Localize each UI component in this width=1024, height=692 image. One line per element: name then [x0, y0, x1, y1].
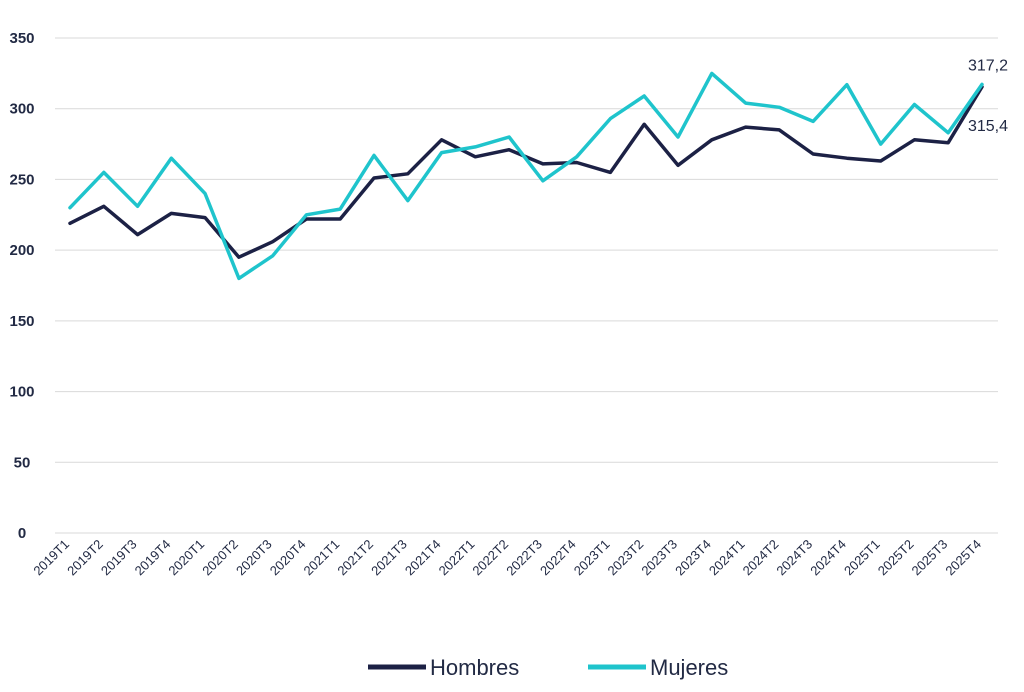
y-tick-label: 300: [9, 101, 34, 118]
x-tick-label: 2021T4: [402, 537, 444, 579]
x-tick-label: 2024T2: [740, 537, 782, 579]
x-tick-label: 2020T1: [165, 537, 207, 579]
x-tick-label: 2019T2: [64, 537, 106, 579]
data-labels: 317,2 315,4: [968, 57, 1008, 135]
x-tick-label: 2021T1: [301, 537, 343, 579]
x-tick-label: 2024T1: [706, 537, 748, 579]
x-tick-label: 2019T1: [30, 537, 72, 579]
x-tick-label: 2024T3: [773, 537, 815, 579]
y-tick-label: 350: [9, 30, 34, 47]
data-label-mujeres: 317,2: [968, 57, 1008, 74]
x-tick-label: 2023T4: [672, 537, 714, 579]
y-tick-label: 0: [18, 525, 26, 542]
series-lines: [68, 71, 984, 281]
x-tick-label: 2020T3: [233, 537, 275, 579]
y-tick-label: 200: [9, 242, 34, 259]
x-tick-label: 2022T4: [537, 537, 579, 579]
x-tick-label: 2025T3: [909, 537, 951, 579]
legend-label-mujeres: Mujeres: [650, 655, 728, 680]
x-tick-label: 2020T4: [267, 537, 309, 579]
data-label-hombres: 315,4: [968, 118, 1008, 135]
y-tick-label: 250: [9, 171, 34, 188]
x-tick-label: 2021T3: [368, 537, 410, 579]
series-line-hombres: [68, 85, 984, 259]
grid-lines: [55, 37, 998, 534]
y-tick-label: 50: [14, 454, 31, 471]
x-tick-label: 2025T1: [841, 537, 883, 579]
y-tick-label: 150: [9, 313, 34, 330]
y-axis-ticks: 0 50 100 150 200 250 300 350: [9, 30, 34, 542]
x-tick-label: 2020T2: [199, 537, 241, 579]
x-tick-label: 2022T1: [436, 537, 478, 579]
x-tick-label: 2021T2: [334, 537, 376, 579]
x-tick-label: 2022T3: [503, 537, 545, 579]
x-tick-label: 2019T3: [98, 537, 140, 579]
x-tick-label: 2024T4: [807, 537, 849, 579]
legend: Hombres Mujeres: [368, 655, 728, 680]
x-axis-ticks: 2019T12019T22019T32019T42020T12020T22020…: [30, 537, 984, 579]
series-line-mujeres: [68, 71, 984, 281]
x-tick-label: 2025T4: [942, 537, 984, 579]
x-tick-label: 2023T3: [638, 537, 680, 579]
y-tick-label: 100: [9, 384, 34, 401]
x-tick-label: 2023T1: [571, 537, 613, 579]
x-tick-label: 2022T2: [469, 537, 511, 579]
legend-label-hombres: Hombres: [430, 655, 519, 680]
x-tick-label: 2019T4: [132, 537, 174, 579]
x-tick-label: 2025T2: [875, 537, 917, 579]
x-tick-label: 2023T2: [605, 537, 647, 579]
